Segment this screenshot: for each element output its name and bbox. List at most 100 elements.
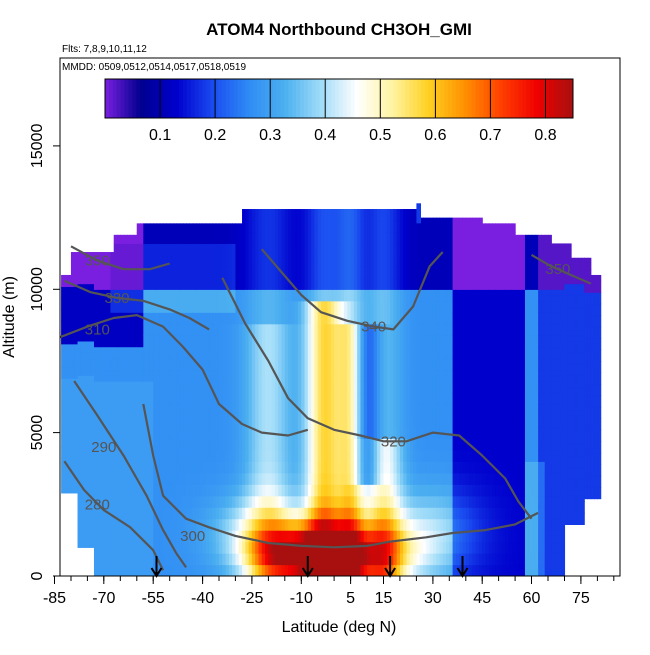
heat-cell [478,346,483,359]
heat-cell [584,464,589,477]
heat-cell [215,553,220,566]
heat-cell [330,323,335,336]
heat-cell [436,217,441,222]
heat-cell [228,369,233,382]
heat-cell [449,403,454,417]
heat-cell [432,449,437,462]
heat-cell [67,446,72,460]
heat-cell [172,403,177,417]
heat-cell [281,426,286,439]
heat-cell [363,381,368,394]
heat-cell [67,332,72,345]
heat-cell [587,349,592,362]
heat-cell [436,438,441,451]
heat-cell [492,449,496,462]
heat-cell [80,432,85,445]
heat-cell [465,381,470,394]
heat-cell [337,495,342,508]
heat-cell [245,254,250,267]
heat-cell [255,209,260,222]
heat-cell [577,329,582,342]
heat-cell [521,369,526,382]
heat-cell [380,369,385,382]
heat-cell [436,358,441,371]
heat-cell [245,209,250,222]
heat-cell [538,312,543,325]
heat-cell [169,346,174,359]
heat-cell [245,530,250,543]
heat-cell [495,312,500,325]
heat-cell [80,329,85,342]
heat-cell [186,495,190,508]
heat-cell [357,541,362,554]
heat-cell [274,541,279,554]
heat-cell [228,403,233,417]
heat-cell [594,452,598,465]
heat-cell [597,475,602,488]
heat-cell [472,530,477,543]
heat-cell [225,415,230,428]
heat-cell [245,392,250,405]
heat-cell [419,381,424,394]
heat-cell [505,484,510,497]
heat-cell [242,300,246,313]
heat-cell [551,323,556,336]
heat-cell [446,289,450,302]
heat-cell [189,277,194,290]
heat-cell [373,254,378,267]
heat-cell [462,243,467,256]
heat-cell [534,426,539,439]
heat-cell [232,484,237,497]
heat-cell [498,507,503,520]
heat-cell [337,369,342,382]
heat-cell [93,358,98,371]
heat-cell [396,415,401,428]
heat-cell [294,381,299,394]
heat-cell [228,484,233,497]
heat-cell [219,415,223,428]
heat-cell [100,266,105,279]
heat-cell [120,300,125,313]
heat-cell [202,300,207,313]
heat-cell [409,209,414,222]
heat-cell [459,231,464,245]
heat-cell [531,358,536,371]
heat-cell [271,220,276,233]
heat-cell [357,358,362,371]
heat-cell [284,507,289,520]
heat-cell [202,335,207,348]
heat-cell [228,254,233,267]
heat-cell [363,530,368,543]
heat-cell [297,312,302,325]
heat-cell [232,254,237,267]
colorbar-segment [198,79,203,118]
heat-cell [186,530,190,543]
heat-cell [245,335,250,348]
colorbar-segment [183,79,188,118]
heat-cell [172,254,177,267]
heat-cell [429,415,434,428]
heat-cell [304,300,309,313]
heat-cell [209,231,214,245]
heat-cell [495,300,500,313]
heat-cell [100,484,105,497]
heat-cell [100,335,105,348]
heat-cell [330,220,335,233]
heat-cell [140,495,144,508]
heat-cell [274,358,279,371]
heat-cell [367,461,371,474]
heat-cell [478,415,483,428]
heat-cell [117,289,121,302]
heat-cell [205,223,210,233]
heat-cell [422,243,427,256]
heat-cell [363,415,368,428]
heat-cell [515,289,519,302]
heat-cell [534,289,539,302]
heat-cell [182,323,187,336]
heat-cell [284,415,289,428]
heat-cell [495,553,500,566]
heat-cell [422,289,427,302]
heat-cell [406,346,411,359]
heat-cell [133,449,138,462]
heat-cell [291,381,296,394]
